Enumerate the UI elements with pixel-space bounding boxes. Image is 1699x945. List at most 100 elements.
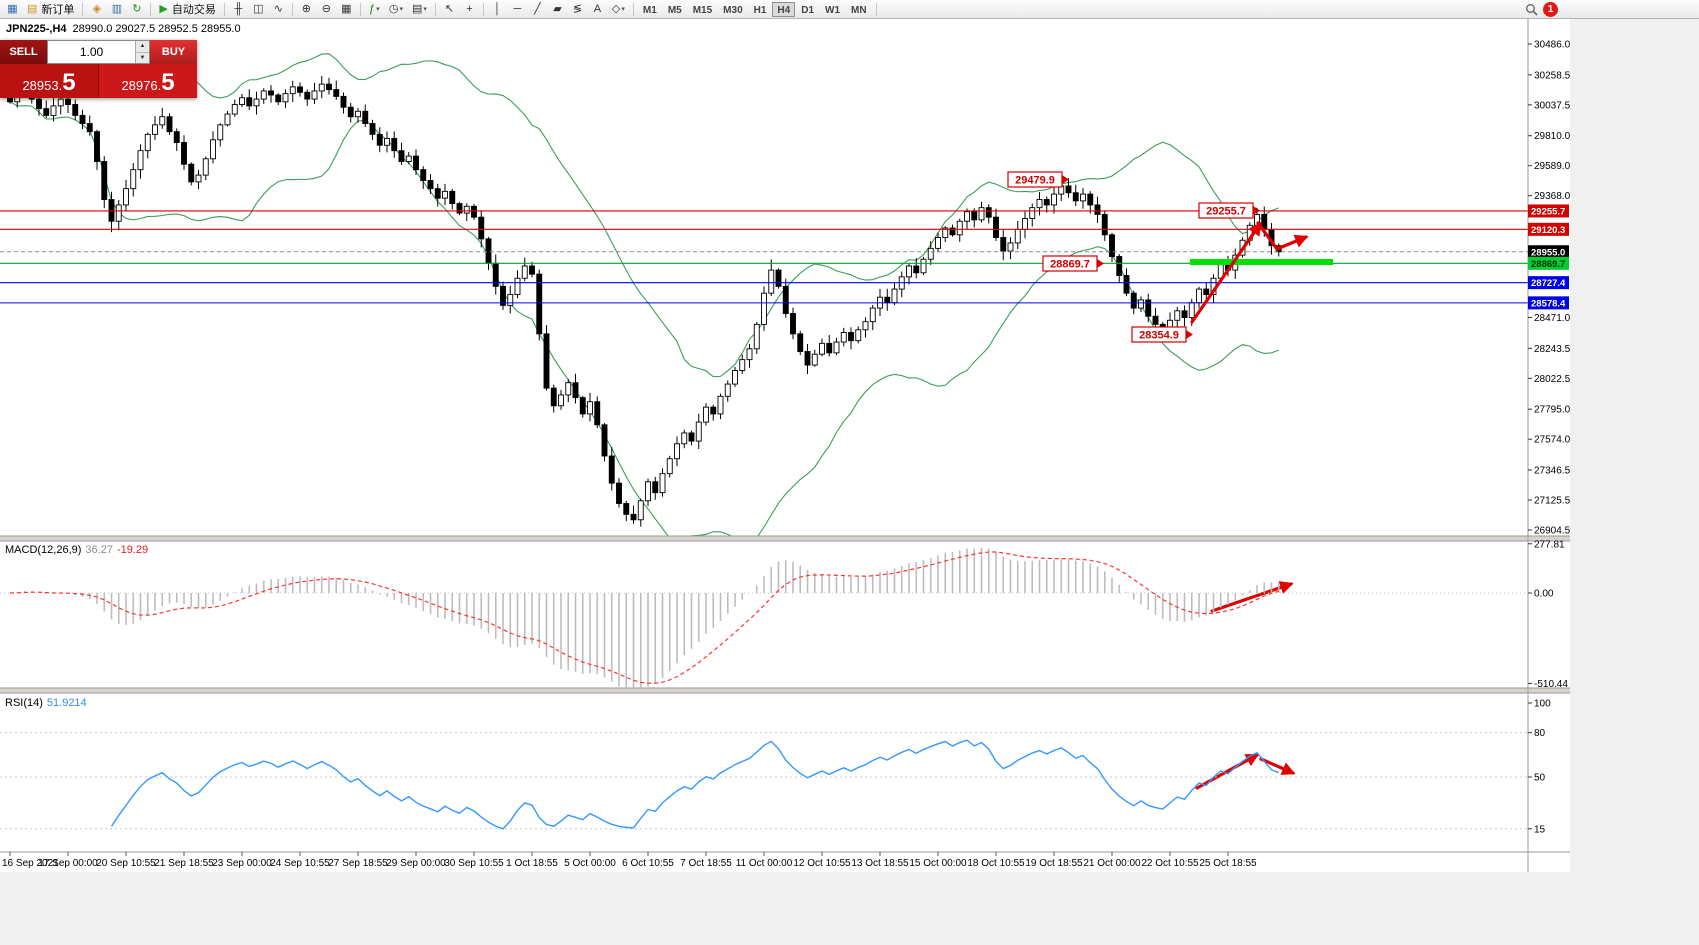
navigator-icon[interactable]: ◈ bbox=[87, 1, 106, 18]
candle bbox=[521, 265, 528, 279]
trendline-icon[interactable]: ╱ bbox=[528, 1, 547, 18]
sell-button[interactable]: SELL bbox=[0, 40, 47, 64]
buy-price[interactable]: 28976. 5 bbox=[99, 64, 197, 98]
x-axis-label: 25 Oct 18:55 bbox=[1199, 858, 1257, 869]
macd-name: MACD(12,26,9) bbox=[5, 544, 82, 556]
fibonacci-icon[interactable]: ≶ bbox=[568, 1, 587, 18]
candle bbox=[608, 455, 615, 484]
templates-icon-glyph: ▤ bbox=[412, 2, 423, 15]
search-icon[interactable] bbox=[1521, 1, 1542, 18]
candle bbox=[347, 106, 354, 118]
notification-badge[interactable]: 1 bbox=[1543, 1, 1558, 17]
volume-input[interactable] bbox=[48, 41, 135, 63]
symbol-period-label: JPN225-,H4 bbox=[6, 23, 67, 35]
channel-icon[interactable]: ▰ bbox=[548, 1, 567, 18]
candlestick-chart-icon[interactable]: ◫ bbox=[249, 1, 268, 18]
candle bbox=[260, 90, 267, 100]
x-axis-label: 27 Sep 18:55 bbox=[328, 858, 388, 869]
fibonacci-icon-glyph: ≶ bbox=[572, 2, 583, 15]
horizontal-line-icon[interactable]: ─ bbox=[508, 1, 527, 18]
crosshair-icon[interactable]: + bbox=[460, 1, 479, 18]
candle bbox=[231, 104, 238, 115]
zoom-in-icon-glyph: ⊕ bbox=[301, 2, 311, 15]
candle bbox=[152, 124, 158, 135]
rsi-trend-arrow bbox=[1195, 753, 1260, 790]
candle bbox=[594, 401, 601, 426]
bar-chart-icon-glyph: ╫ bbox=[234, 2, 243, 15]
y-axis-label: 27346.5 bbox=[1534, 466, 1571, 477]
y-axis-label: 30037.5 bbox=[1534, 100, 1571, 111]
volume-up-button[interactable]: ▲ bbox=[136, 41, 149, 53]
price-annotation: 29479.9 bbox=[1007, 171, 1069, 188]
x-axis-label: 6 Oct 10:55 bbox=[622, 858, 674, 869]
candle bbox=[840, 332, 847, 343]
candle bbox=[166, 116, 173, 133]
sell-price[interactable]: 28953. 5 bbox=[0, 64, 99, 98]
timeframe-m1[interactable]: M1 bbox=[642, 4, 657, 16]
market-watch-icon[interactable]: ▥ bbox=[107, 1, 126, 18]
bollinger-upper-band bbox=[9, 45, 1279, 378]
chart-window-icon[interactable]: ▦ bbox=[3, 1, 22, 18]
timeframe-m30[interactable]: M30 bbox=[723, 4, 743, 16]
templates-icon[interactable]: ▤ ▾ bbox=[408, 1, 431, 18]
candle bbox=[304, 91, 311, 100]
candle bbox=[811, 353, 818, 366]
candle bbox=[1000, 237, 1007, 252]
toolbar-separator bbox=[223, 2, 225, 16]
candle bbox=[1029, 207, 1036, 219]
candle bbox=[355, 110, 361, 118]
tile-windows-icon[interactable]: ▦ bbox=[337, 1, 356, 18]
candle bbox=[971, 211, 978, 221]
toolbar-separator bbox=[150, 2, 152, 16]
x-axis-label: 22 Oct 10:55 bbox=[1141, 858, 1199, 869]
candle bbox=[1181, 310, 1188, 319]
candle bbox=[623, 503, 630, 515]
zoom-out-icon[interactable]: ⊖ bbox=[317, 1, 336, 18]
timeframe-w1[interactable]: W1 bbox=[825, 4, 841, 16]
timeframe-m15[interactable]: M15 bbox=[692, 4, 713, 16]
timeframe-h1[interactable]: H1 bbox=[753, 4, 767, 16]
shapes-icon[interactable]: ◇ ▾ bbox=[608, 1, 629, 18]
timeframe-d1[interactable]: D1 bbox=[801, 4, 815, 16]
buy-button[interactable]: BUY bbox=[150, 40, 197, 64]
candle bbox=[340, 95, 347, 108]
main-trend-arrow bbox=[1190, 221, 1262, 324]
candle bbox=[65, 98, 71, 105]
right-empty-area bbox=[1570, 19, 1699, 945]
panel-splitter[interactable] bbox=[0, 536, 1570, 541]
periods-icon[interactable]: ◷ ▾ bbox=[385, 1, 407, 18]
volume-down-button[interactable]: ▼ bbox=[136, 52, 149, 63]
candle bbox=[558, 394, 564, 407]
vertical-line-icon-glyph: │ bbox=[493, 2, 501, 15]
timeframe-h4[interactable]: H4 bbox=[772, 1, 796, 17]
bar-chart-icon[interactable]: ╫ bbox=[229, 1, 248, 18]
candle bbox=[681, 432, 688, 445]
vertical-line-icon[interactable]: │ bbox=[488, 1, 507, 18]
candle bbox=[1101, 213, 1108, 236]
text-label-icon[interactable]: A bbox=[588, 1, 607, 18]
x-axis-label: 29 Sep 00:00 bbox=[386, 858, 446, 869]
cursor-icon[interactable]: ↖ bbox=[440, 1, 459, 18]
candle bbox=[797, 333, 804, 352]
panel-splitter[interactable] bbox=[0, 688, 1570, 693]
candle bbox=[993, 216, 999, 238]
timeframe-mn[interactable]: MN bbox=[851, 4, 867, 16]
refresh-icon[interactable]: ↻ bbox=[127, 1, 146, 18]
timeframe-m5[interactable]: M5 bbox=[667, 4, 682, 16]
crosshair-icon-glyph: + bbox=[466, 2, 473, 15]
volume-box: ▲ ▼ bbox=[47, 40, 150, 64]
candle bbox=[739, 359, 746, 371]
chart-background bbox=[0, 19, 1570, 872]
new-order-button[interactable]: ▤ 新订单 bbox=[23, 1, 78, 18]
autotrading-button[interactable]: ▶ 自动交易 bbox=[155, 1, 219, 18]
zoom-in-icon[interactable]: ⊕ bbox=[297, 1, 316, 18]
horizontal-line-icon-glyph: ─ bbox=[513, 2, 522, 15]
price-tag: 29120.3 bbox=[1528, 222, 1569, 236]
line-chart-icon[interactable]: ∿ bbox=[269, 1, 288, 18]
candle bbox=[1145, 299, 1152, 317]
price-tag: 28727.4 bbox=[1528, 276, 1569, 290]
periods-icon-caret-icon: ▾ bbox=[399, 6, 403, 13]
indicators-icon[interactable]: ƒ ▾ bbox=[365, 1, 384, 18]
